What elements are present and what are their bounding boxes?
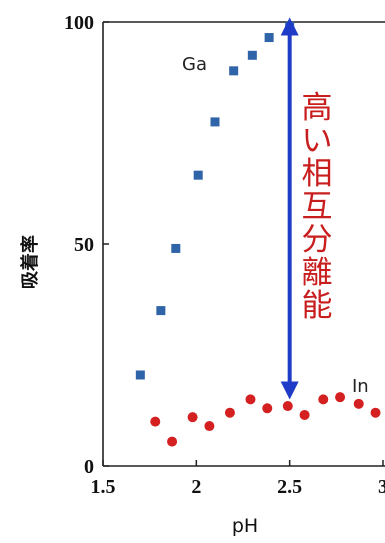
y-tick-label: 50 bbox=[74, 234, 94, 256]
annotation-char: 分 bbox=[302, 222, 333, 258]
y-axis-title: 吸着率 bbox=[19, 235, 41, 289]
data-points bbox=[135, 21, 381, 447]
x-tick-label: 1.5 bbox=[91, 476, 116, 498]
x-tick-label: 3 bbox=[378, 476, 385, 498]
annotation-char: 離 bbox=[302, 255, 333, 291]
point-ga bbox=[247, 50, 257, 60]
x-tick-label: 2 bbox=[191, 476, 201, 498]
point-ga bbox=[264, 33, 274, 43]
point-in bbox=[167, 436, 178, 447]
point-in bbox=[245, 394, 256, 405]
series-label-in: In bbox=[352, 376, 369, 397]
annotation-char: 互 bbox=[302, 189, 333, 225]
series-label-ga: Ga bbox=[182, 54, 207, 75]
point-ga bbox=[156, 306, 166, 316]
point-in bbox=[353, 398, 364, 409]
point-in bbox=[150, 416, 161, 427]
point-in bbox=[335, 392, 346, 403]
point-in bbox=[262, 403, 273, 414]
y-tick-label: 0 bbox=[84, 456, 94, 478]
annotation-char: 能 bbox=[302, 288, 333, 324]
point-in bbox=[299, 409, 310, 420]
point-ga bbox=[210, 117, 220, 127]
y-tick-label: 100 bbox=[64, 12, 94, 34]
axes: 0 50 100 1.5 2 2.5 3 bbox=[64, 12, 385, 498]
point-in bbox=[282, 401, 293, 412]
point-ga bbox=[229, 66, 239, 76]
annotation-char: 相 bbox=[302, 156, 333, 192]
x-tick-label: 2.5 bbox=[277, 476, 302, 498]
point-ga bbox=[135, 370, 145, 380]
annotation-char: い bbox=[302, 123, 333, 159]
point-ga bbox=[171, 243, 181, 253]
point-in bbox=[224, 407, 235, 418]
x-axis-title: pH bbox=[232, 515, 258, 537]
point-in bbox=[318, 394, 329, 405]
point-in bbox=[204, 421, 215, 432]
annotation-char: 高 bbox=[302, 90, 333, 126]
point-in bbox=[370, 407, 381, 418]
point-in bbox=[187, 412, 198, 423]
point-ga bbox=[193, 170, 203, 180]
